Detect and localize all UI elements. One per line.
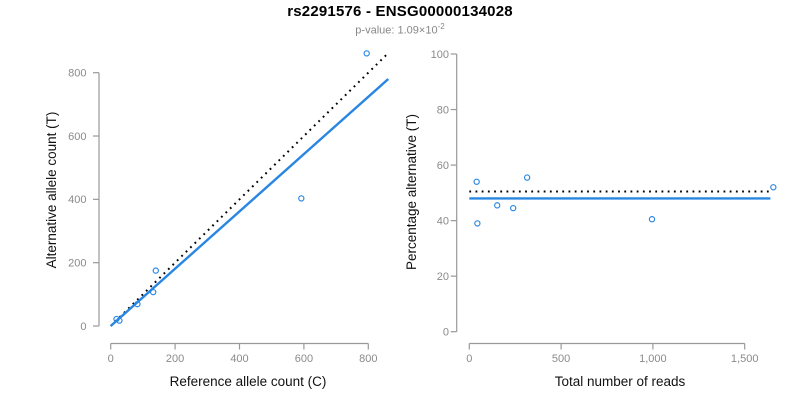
y-axis-title: Alternative allele count (T) xyxy=(44,112,59,269)
x-tick-label: 500 xyxy=(552,353,570,365)
x-tick-label: 1,000 xyxy=(639,353,667,365)
fit-line xyxy=(109,78,390,327)
subtitle-exponent: -2 xyxy=(437,22,445,31)
data-point xyxy=(474,220,481,227)
y-tick-label: 200 xyxy=(68,257,86,269)
y-tick-label: 600 xyxy=(68,131,86,143)
left-plot: 0 200 400 600 800 0 200 400 600 800 Reference alle… xyxy=(44,50,390,389)
data-point xyxy=(648,216,656,223)
x-axis-title: Total number of reads xyxy=(555,374,686,389)
data-point xyxy=(523,174,531,181)
y-tick-label: 40 xyxy=(437,215,449,227)
data-point xyxy=(363,50,370,57)
x-tick-label: 0 xyxy=(466,353,472,365)
data-point xyxy=(152,267,159,274)
x-tick-label: 1,500 xyxy=(731,353,759,365)
y-tick-label: 400 xyxy=(68,194,86,206)
subtitle-pvalue-text: p-value: 1.09×10 xyxy=(355,24,438,37)
data-point xyxy=(473,178,480,185)
right-plot: 0 20 40 60 80 100 0 500 1,000 1,500 Total number o… xyxy=(404,49,777,389)
plot-title: rs2291576 - ENSG00000134028 xyxy=(287,3,513,20)
x-axis-title: Reference allele count (C) xyxy=(170,374,327,389)
y-tick-label: 60 xyxy=(437,160,449,172)
plot-subtitle: p-value: 1.09×10-2 xyxy=(0,22,800,37)
y-tick-label: 80 xyxy=(437,104,449,116)
y-tick-label: 0 xyxy=(443,327,449,339)
identity-line xyxy=(109,53,388,327)
data-point xyxy=(510,204,517,212)
x-tick-label: 400 xyxy=(230,353,248,365)
data-point xyxy=(494,202,501,209)
x-tick-label: 800 xyxy=(359,353,377,365)
x-tick-label: 600 xyxy=(295,353,313,365)
data-point xyxy=(298,195,305,202)
x-tick-label: 0 xyxy=(108,353,114,365)
y-tick-label: 0 xyxy=(80,321,86,333)
y-axis-title: Percentage alternative (T) xyxy=(404,114,419,270)
data-point xyxy=(770,184,777,191)
x-tick-label: 200 xyxy=(166,353,184,365)
y-tick-label: 800 xyxy=(68,67,86,79)
y-tick-label: 20 xyxy=(437,271,449,283)
y-tick-label: 100 xyxy=(431,49,449,61)
